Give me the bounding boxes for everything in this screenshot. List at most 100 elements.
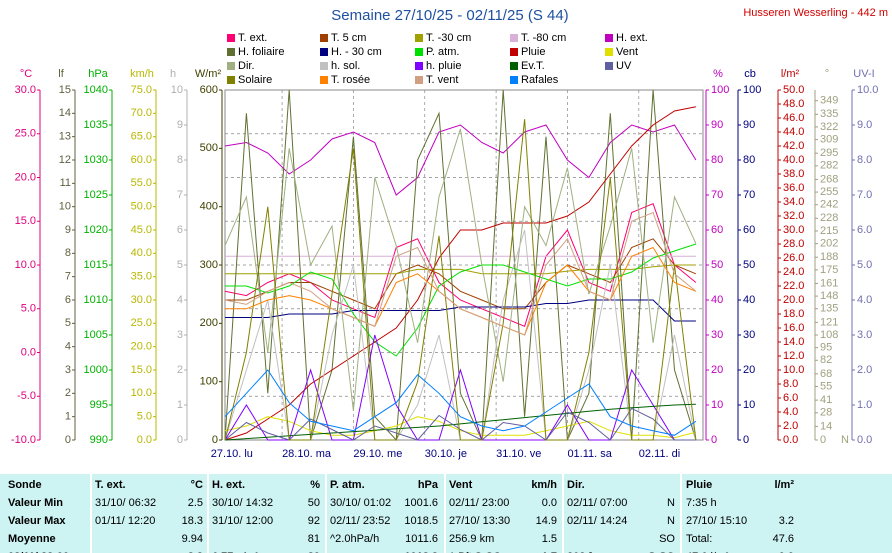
y-tick-label: 12 xyxy=(59,154,71,166)
axis-unit: cb xyxy=(744,68,756,80)
table-cell: ^2.0hPa/h xyxy=(330,533,380,545)
y-tick-label: 0.0 xyxy=(21,346,36,358)
series-line xyxy=(224,119,697,441)
legend-swatch xyxy=(227,62,235,70)
table-cell: 02/11/ 07:00 xyxy=(567,497,628,509)
y-tick-label: 5.0 xyxy=(21,303,36,315)
y-tick-label: 8 xyxy=(177,154,183,166)
legend-label: T. 5 cm xyxy=(331,32,366,44)
y-tick-label: 0 xyxy=(212,434,218,446)
y-tick-label: 7 xyxy=(65,271,71,283)
legend-label: P. atm. xyxy=(426,46,459,58)
y-tick-label: 50 xyxy=(743,259,755,271)
axis-unit: lf xyxy=(58,68,64,80)
y-tick-label: 11 xyxy=(60,177,71,189)
y-tick-label: 175 xyxy=(820,264,838,276)
axis-unit: km/h xyxy=(130,68,154,80)
y-tick-label: 28 xyxy=(820,407,832,419)
y-tick-label: -10.0 xyxy=(11,434,36,446)
y-tick-label: 70 xyxy=(743,189,755,201)
legend-swatch xyxy=(510,34,518,42)
table-cell: 50 xyxy=(307,497,320,509)
y-tick-label: 0 xyxy=(743,434,749,446)
legend-label: H. foliaire xyxy=(238,46,284,58)
table-cell: N xyxy=(667,515,675,527)
legend-label: Vent xyxy=(616,46,638,58)
y-tick-label: 10.0 xyxy=(857,84,878,96)
y-tick-label: 60 xyxy=(743,224,755,236)
y-tick-label: 38.0 xyxy=(783,168,804,180)
y-tick-label: 990 xyxy=(90,434,108,446)
legend-label: h. sol. xyxy=(331,60,360,72)
summary-table: Sonde T. ext. °C H. ext.% P. atm. hPa Vent km/h… xyxy=(0,474,892,553)
series-line xyxy=(224,403,696,441)
y-tick-label: 30.0 xyxy=(783,224,804,236)
table-cell: 31/10/ 06:32 xyxy=(95,497,157,509)
y-tick-label: 322 xyxy=(820,121,838,133)
y-tick-label: 15 xyxy=(59,84,71,96)
column-separator xyxy=(90,474,92,553)
table-cell: 1011.6 xyxy=(405,533,438,545)
legend-label: Solaire xyxy=(238,74,272,86)
y-tick-label: 5 xyxy=(65,317,71,329)
y-tick-label: 135 xyxy=(820,303,838,315)
header-unit: % xyxy=(310,479,320,491)
y-tick-label: 228 xyxy=(820,212,838,224)
y-tick-label: 6.0 xyxy=(783,392,798,404)
y-tick-label: 24.0 xyxy=(783,266,804,278)
plot-frame xyxy=(224,89,704,441)
legend-swatch xyxy=(415,76,423,84)
x-tick-label: 31.10. ve xyxy=(496,448,541,460)
y-tick-label: 12.0 xyxy=(783,350,804,362)
y-tick-label: 0 xyxy=(65,434,71,446)
y-tick-label: 100 xyxy=(743,84,761,96)
row-label: Valeur Min xyxy=(8,497,64,509)
y-tick-label: 4 xyxy=(177,294,183,306)
axis-unit: W/m² xyxy=(195,68,222,80)
header-unit: hPa xyxy=(417,479,438,491)
y-tick-label: 36.0 xyxy=(783,182,804,194)
y-tick-label: 1040 xyxy=(84,84,108,96)
y-tick-label: 41 xyxy=(820,394,832,406)
y-tick-label: 600 xyxy=(200,84,218,96)
table-cell: 02/11/ 23:52 xyxy=(330,515,391,527)
axis-unit: UV-I xyxy=(853,68,874,80)
y-tick-label: 40 xyxy=(743,294,755,306)
y-tick-label: 18.0 xyxy=(783,308,804,320)
y-tick-label: 2 xyxy=(177,364,183,376)
y-tick-label: 10.0 xyxy=(783,364,804,376)
y-tick-label: 0.0 xyxy=(783,434,798,446)
legend-swatch xyxy=(320,48,328,56)
y-tick-label: 400 xyxy=(200,201,218,213)
column-separator xyxy=(680,474,682,553)
y-tick-label: 22.0 xyxy=(783,280,804,292)
legend-swatch xyxy=(510,62,518,70)
y-tick-label: 0 xyxy=(711,434,717,446)
y-tick-label: 25.0 xyxy=(131,317,152,329)
y-tick-label: 30.0 xyxy=(15,84,36,96)
y-tick-label: 25.0 xyxy=(15,128,36,140)
chart: Semaine 27/10/25 - 02/11/25 (S 44) Husse… xyxy=(11,7,888,460)
y-tick-label: 90 xyxy=(743,119,755,131)
y-tick-label: 2.0 xyxy=(783,420,798,432)
series-line xyxy=(224,369,697,436)
y-tick-label: 14 xyxy=(820,420,832,432)
y-tick-label: 1010 xyxy=(84,294,108,306)
y-tick-label: 108 xyxy=(820,329,838,341)
y-tick-label: 268 xyxy=(820,173,838,185)
header-name: Sonde xyxy=(8,479,42,491)
axis-unit: h xyxy=(170,68,176,80)
legend-label: T. rosée xyxy=(331,74,370,86)
y-tick-label: 70.0 xyxy=(131,107,152,119)
y-tick-label: 55.0 xyxy=(131,177,152,189)
y-tick-label: 70 xyxy=(711,189,723,201)
y-tick-label: 349 xyxy=(820,95,838,107)
y-tick-label: 4 xyxy=(65,341,71,353)
y-tick-label: 42.0 xyxy=(783,140,804,152)
y-tick-label: 100 xyxy=(200,376,218,388)
chart-title: Semaine 27/10/25 - 02/11/25 (S 44) xyxy=(331,7,568,24)
table-cell: 81 xyxy=(307,533,320,545)
y-tick-label: 100 xyxy=(711,84,729,96)
y-tick-label: -5.0 xyxy=(17,390,36,402)
axis-unit: hPa xyxy=(88,68,108,80)
